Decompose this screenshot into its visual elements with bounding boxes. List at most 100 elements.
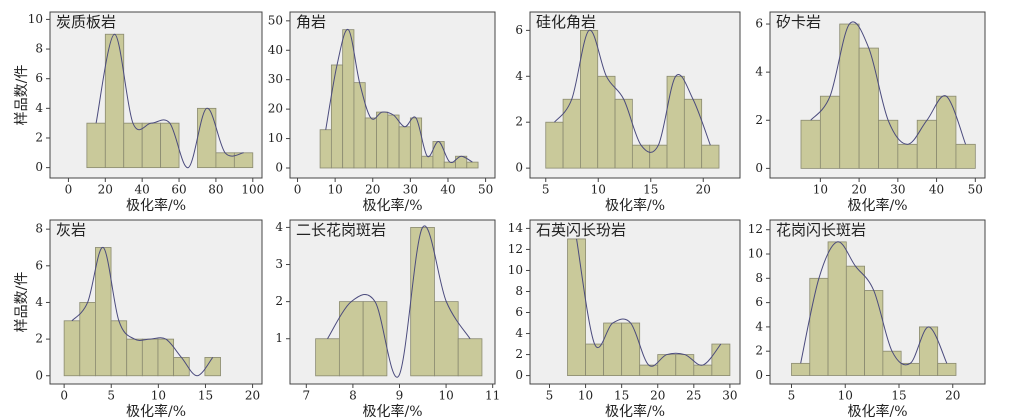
y-tick-label: 2 — [275, 294, 283, 308]
bar — [937, 362, 957, 376]
bar — [900, 362, 920, 376]
bar — [882, 350, 902, 376]
bar — [827, 241, 847, 376]
x-tick-label: 20 — [365, 183, 380, 197]
y-tick-label: 2 — [515, 347, 523, 361]
y-tick-label: 0 — [755, 368, 763, 382]
bar — [434, 301, 459, 377]
chart-title: 硅化角岩 — [536, 13, 596, 31]
x-tick-label: 15 — [614, 389, 629, 403]
density-curve — [810, 21, 967, 145]
bar — [597, 75, 616, 169]
bar — [819, 95, 841, 169]
x-tick-label: 20 — [851, 183, 866, 197]
y-tick-label: 12 — [748, 222, 763, 236]
x-tick-label: 10 — [813, 183, 828, 197]
y-tick-label: 0 — [755, 161, 763, 175]
y-tick-label: 6 — [515, 23, 523, 37]
y-tick-label: 8 — [515, 284, 523, 298]
y-tick-label: 14 — [508, 221, 524, 235]
x-tick-label: 11 — [485, 389, 500, 403]
x-tick-label: 15 — [198, 389, 213, 403]
y-tick-label: 2 — [35, 332, 43, 346]
y-tick-label: 0 — [515, 161, 523, 175]
x-tick-label: 20 — [245, 389, 260, 403]
x-tick-label: 5 — [107, 389, 115, 403]
y-tick-label: 10 — [28, 12, 43, 26]
y-tick-label: 10 — [748, 247, 763, 261]
bar — [791, 362, 811, 376]
x-tick-label: 30 — [403, 183, 418, 197]
bar — [215, 152, 235, 169]
density-curve — [800, 241, 948, 366]
bar — [376, 111, 389, 169]
x-tick-label: 20 — [696, 183, 711, 197]
y-tick-label: 0 — [275, 160, 283, 174]
y-tick-label: 0 — [515, 368, 523, 382]
x-tick-label: 10 — [438, 389, 453, 403]
bar — [649, 144, 668, 169]
bar — [580, 29, 599, 169]
bar — [878, 119, 899, 169]
y-tick-label: 8 — [755, 271, 763, 285]
bar — [421, 155, 434, 169]
bar — [398, 126, 411, 169]
x-tick-label: 5 — [788, 389, 796, 403]
bar — [410, 227, 435, 377]
bar — [614, 98, 633, 169]
y-axis-label: 样品数/件 — [14, 65, 30, 126]
x-tick-label: 20 — [945, 389, 960, 403]
bar — [545, 121, 564, 169]
bar — [864, 290, 884, 376]
x-tick-label: 10 — [327, 183, 342, 197]
bar — [603, 322, 623, 376]
chart-title: 炭质板岩 — [56, 13, 116, 31]
density-curve — [327, 225, 471, 378]
bar — [126, 338, 143, 377]
y-tick-label: 3 — [275, 257, 283, 271]
bar — [173, 357, 190, 377]
y-tick-label: 2 — [515, 115, 523, 129]
x-tick-label: 7 — [302, 389, 310, 403]
y-tick-label: 50 — [268, 13, 283, 27]
y-tick-label: 6 — [35, 71, 43, 85]
y-tick-label: 8 — [35, 222, 43, 236]
bar — [809, 277, 829, 376]
y-tick-label: 40 — [268, 43, 283, 57]
x-axis-label: 极化率/% — [605, 403, 665, 420]
x-tick-label: 40 — [440, 183, 455, 197]
y-tick-label: 6 — [515, 305, 523, 319]
density-curve — [554, 29, 711, 153]
y-tick-label: 2 — [755, 113, 763, 127]
x-tick-label: 20 — [98, 183, 113, 197]
bar — [955, 143, 976, 169]
x-tick-label: 60 — [171, 183, 186, 197]
bar — [800, 119, 821, 169]
x-tick-label: 0 — [60, 389, 68, 403]
bar — [858, 47, 879, 169]
density-curve — [576, 238, 722, 367]
x-tick-label: 10 — [838, 389, 853, 403]
x-tick-label: 8 — [349, 389, 357, 403]
x-axis-label: 极化率/% — [847, 197, 907, 214]
y-tick-label: 0 — [35, 160, 43, 174]
bar — [387, 114, 400, 169]
bar — [86, 122, 106, 169]
bar — [657, 354, 677, 376]
y-tick-label: 1 — [275, 331, 283, 345]
bar — [466, 161, 479, 169]
bar — [916, 119, 937, 169]
x-tick-label: 50 — [968, 183, 983, 197]
bar — [362, 301, 388, 377]
bar — [621, 322, 641, 376]
chart-title: 二长花岗斑岩 — [296, 221, 386, 239]
y-tick-label: 8 — [35, 42, 43, 56]
bar — [319, 129, 332, 169]
bar — [701, 144, 720, 169]
x-axis-label: 极化率/% — [605, 197, 665, 214]
chart-title: 角岩 — [296, 13, 326, 31]
x-axis-label: 极化率/% — [126, 197, 186, 214]
y-tick-label: 10 — [268, 131, 283, 145]
y-tick-label: 4 — [275, 220, 283, 234]
